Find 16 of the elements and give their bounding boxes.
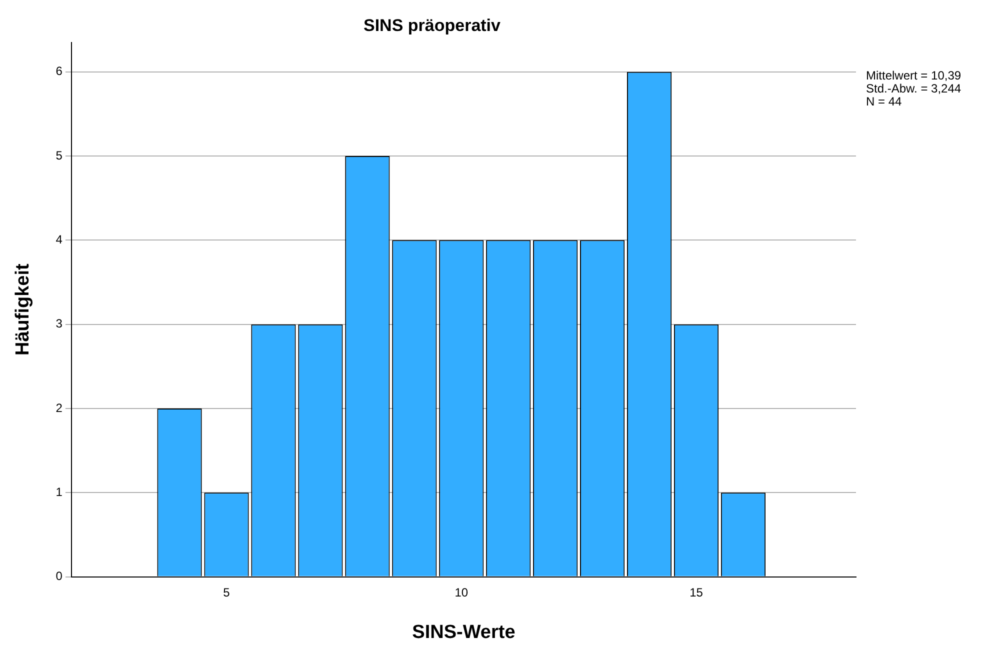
- y-tick-label: 6: [56, 64, 63, 78]
- y-tick-label: 1: [56, 484, 63, 499]
- x-axis-title: SINS-Werte: [412, 622, 516, 643]
- y-tick-label: 5: [56, 148, 63, 162]
- text: N = 44: [866, 94, 902, 109]
- y-tick-label: 0: [56, 569, 63, 584]
- y-tick-label: 3: [56, 316, 63, 331]
- y-tick-label: 2: [56, 400, 63, 415]
- chart-title: SINS präoperativ: [364, 16, 502, 35]
- y-tick-label: 4: [56, 232, 63, 246]
- x-tick-label: 5: [223, 585, 230, 600]
- y-axis-title: Häufigkeit: [12, 263, 34, 356]
- x-tick-label: 15: [690, 585, 704, 600]
- text: Std.-Abw. = 3,244: [866, 82, 962, 96]
- x-tick-label: 10: [454, 585, 468, 600]
- text: Mittelwert = 10,39: [866, 68, 962, 83]
